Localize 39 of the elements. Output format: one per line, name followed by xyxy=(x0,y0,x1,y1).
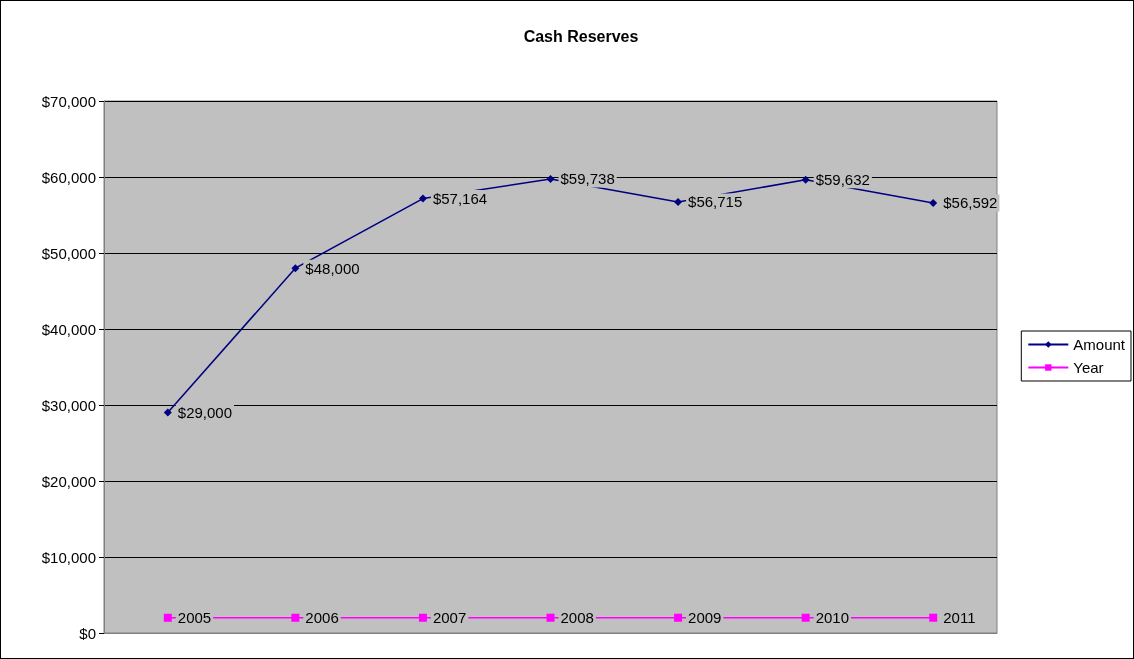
legend-label: Year xyxy=(1073,359,1104,376)
point xyxy=(674,197,683,206)
point xyxy=(291,613,300,622)
point xyxy=(546,613,555,622)
y-tick-label: $40,000 xyxy=(41,320,96,338)
chart-title: Cash Reserves xyxy=(523,27,639,45)
y-tick-label: $20,000 xyxy=(41,472,96,490)
y-tick-label: $10,000 xyxy=(41,548,96,566)
point xyxy=(291,264,300,273)
point xyxy=(163,613,172,622)
point xyxy=(929,198,938,207)
point xyxy=(929,613,938,622)
data-label: $56,592 xyxy=(943,194,998,212)
data-label: $57,164 xyxy=(432,190,488,208)
data-label: 2006 xyxy=(305,609,339,627)
point xyxy=(801,613,810,622)
data-label: 2005 xyxy=(177,609,212,627)
data-label: 2011 xyxy=(943,609,976,627)
data-label: 2007 xyxy=(432,609,467,627)
point xyxy=(418,194,427,203)
legend-label: Amount xyxy=(1073,336,1126,353)
data-label: $29,000 xyxy=(177,404,233,422)
y-tick-label: $30,000 xyxy=(41,396,96,414)
point xyxy=(418,613,427,622)
data-label: $59,632 xyxy=(815,171,870,189)
y-tick-label: $60,000 xyxy=(41,168,96,186)
y-tick-label: $0 xyxy=(79,624,96,642)
y-tick-label: $70,000 xyxy=(41,92,96,110)
point xyxy=(674,613,683,622)
point xyxy=(163,408,172,417)
point xyxy=(801,175,810,184)
y-tick-label: $50,000 xyxy=(41,244,96,262)
point xyxy=(546,174,555,183)
data-label: $48,000 xyxy=(305,259,360,277)
data-label: 2009 xyxy=(688,609,722,627)
data-label: $59,738 xyxy=(560,170,615,188)
data-label: 2010 xyxy=(815,609,850,627)
data-label: $56,715 xyxy=(688,193,743,211)
data-label: 2008 xyxy=(560,609,594,627)
